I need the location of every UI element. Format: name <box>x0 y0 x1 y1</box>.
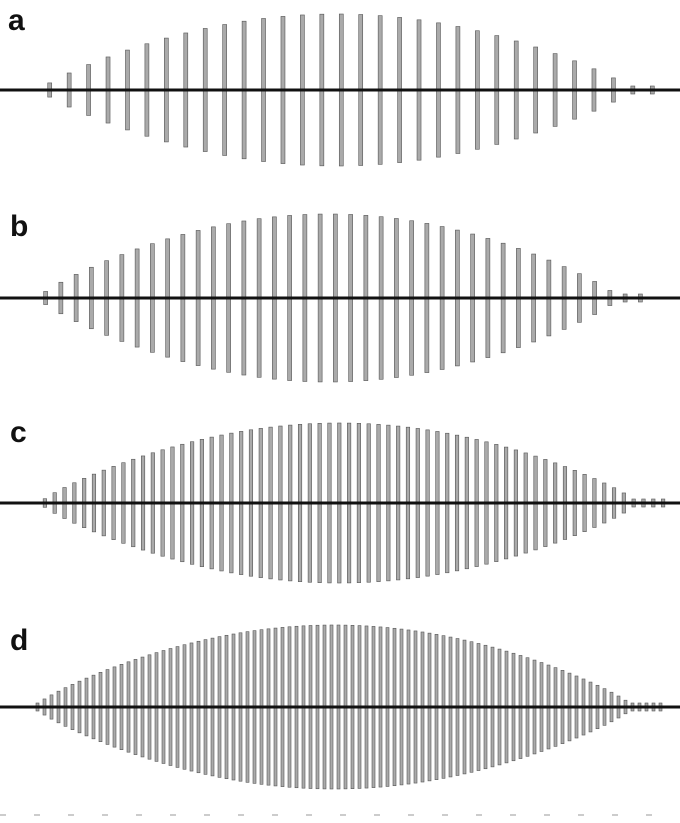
panel-label: c <box>10 416 27 449</box>
panel-label: d <box>10 624 28 657</box>
panel-label: a <box>8 4 25 37</box>
panel-label: b <box>10 210 28 243</box>
